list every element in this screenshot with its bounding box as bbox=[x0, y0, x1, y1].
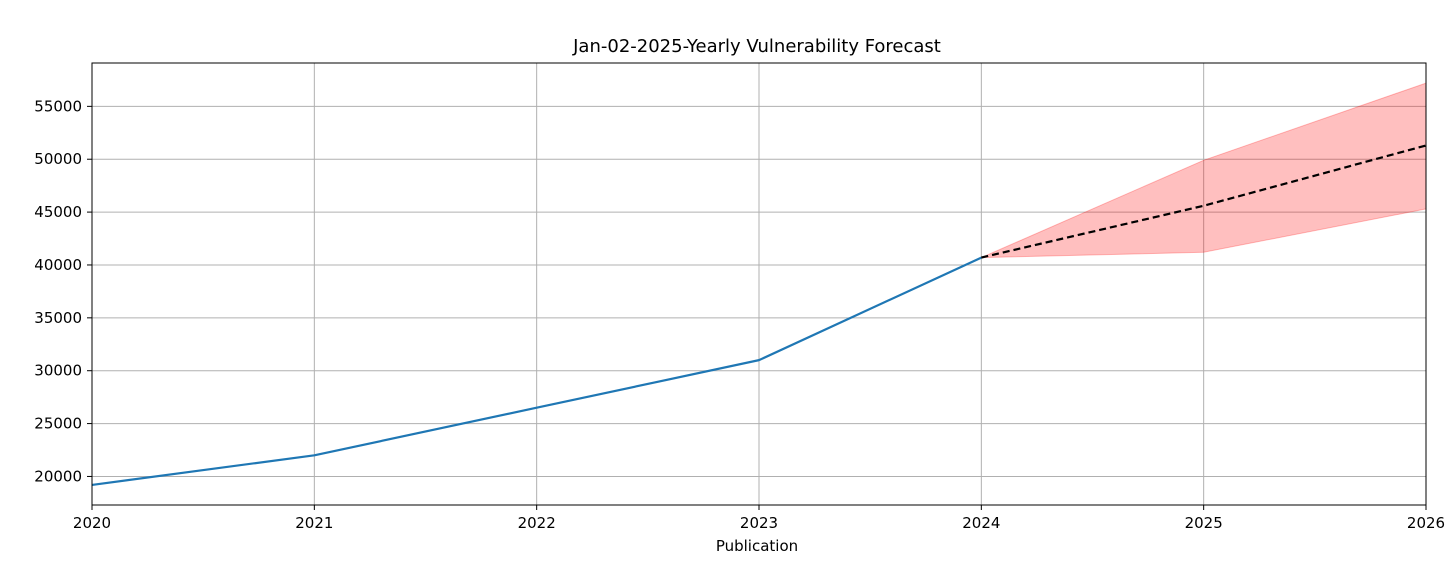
x-tick-label: 2023 bbox=[740, 514, 778, 532]
x-tick-labels: 2020 2021 2022 2023 2024 2025 2026 bbox=[73, 514, 1445, 532]
y-tick-label: 55000 bbox=[34, 97, 82, 115]
x-tick-label: 2026 bbox=[1407, 514, 1445, 532]
y-tick-labels: 20000 25000 30000 35000 40000 45000 50000 55000 bbox=[34, 97, 82, 485]
tick-marks bbox=[87, 105, 1427, 510]
y-tick-label: 40000 bbox=[34, 256, 82, 274]
y-tick-label: 45000 bbox=[34, 203, 82, 221]
x-axis-label: Publication bbox=[716, 537, 798, 555]
y-tick-label: 25000 bbox=[34, 415, 82, 433]
chart-title: Jan-02-2025-Yearly Vulnerability Forecas… bbox=[572, 36, 941, 57]
y-tick-label: 20000 bbox=[34, 467, 82, 485]
x-tick-label: 2022 bbox=[518, 514, 556, 532]
y-tick-label: 35000 bbox=[34, 309, 82, 327]
actual-series-line bbox=[91, 256, 982, 486]
y-tick-label: 50000 bbox=[34, 150, 82, 168]
x-tick-label: 2021 bbox=[295, 514, 333, 532]
x-tick-label: 2020 bbox=[73, 514, 111, 532]
x-tick-label: 2025 bbox=[1185, 514, 1223, 532]
x-tick-label: 2024 bbox=[962, 514, 1000, 532]
y-tick-label: 30000 bbox=[34, 362, 82, 380]
series-layer bbox=[91, 144, 1427, 486]
grid-lines bbox=[91, 63, 1427, 505]
